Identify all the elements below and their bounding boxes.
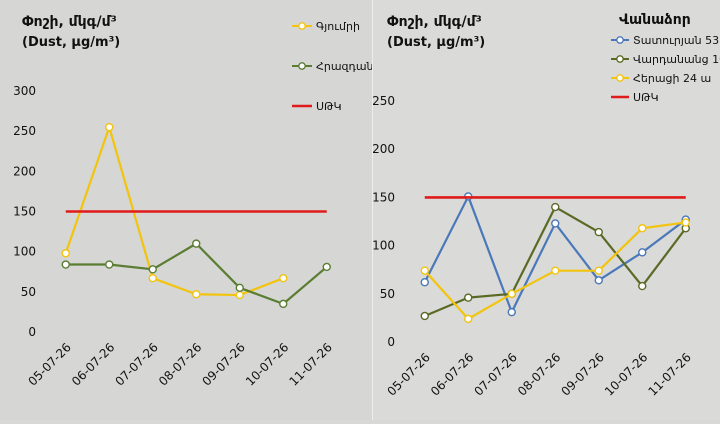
x-tick-label: 11-07-26: [645, 350, 693, 398]
x-tick-label: 07-07-26: [112, 340, 160, 388]
y-tick-label: 150: [373, 190, 395, 204]
y-tick-label: 0: [387, 335, 395, 349]
chart-subtitle: (Dust, µg/m³): [387, 35, 485, 50]
y-tick-label: 300: [13, 84, 36, 98]
data-point: [148, 265, 157, 274]
x-tick-label: 09-07-26: [199, 340, 247, 388]
data-point: [594, 227, 603, 237]
data-point: [192, 290, 201, 299]
legend-label: ՍԹԿ: [633, 91, 659, 104]
data-point: [148, 273, 157, 283]
data-point: [235, 283, 244, 293]
y-tick-label: 50: [380, 287, 395, 301]
legend-label: ՍԹԿ: [316, 100, 342, 113]
vanadzor-chart: Փոշի, մկգ/մ³ (Dust, µg/m³) Վանաձոր 0 50 10…: [372, 12, 720, 399]
data-point: [638, 224, 647, 233]
data-point: [464, 314, 473, 324]
legend-label: Տատուրյան 53: [633, 34, 719, 47]
x-tick-label: 07-07-26: [471, 350, 519, 398]
data-point: [551, 219, 560, 228]
y-tick-label: 200: [13, 164, 36, 178]
legend-title: Վանաձոր: [619, 12, 691, 28]
legend-marker: [616, 36, 624, 44]
series-line-0: [64, 126, 284, 297]
data-point: [279, 273, 288, 283]
x-tick-label: 11-07-26: [286, 340, 334, 388]
gyumri-hrazdan-chart-panel: Փոշի, մկգ/մ³ (Dust, µg/m³) 0 50 100 150 200 2…: [13, 14, 374, 389]
data-point: [61, 249, 70, 258]
data-point: [105, 260, 114, 269]
x-tick-label: 05-07-26: [25, 340, 73, 388]
legend-label: Վարդանանց 10: [633, 53, 720, 66]
y-tick-label: 100: [373, 239, 395, 253]
legend-marker: [298, 62, 306, 70]
legend-label: Գյումրի: [316, 20, 360, 33]
data-point: [594, 266, 603, 275]
y-tick-label: 250: [13, 124, 36, 138]
x-tick-label: 08-07-26: [515, 350, 563, 398]
legend-label: Հրազդան: [316, 60, 372, 73]
y-tick-label: 200: [373, 142, 395, 156]
data-point: [420, 266, 429, 275]
x-tick-label: 09-07-26: [558, 350, 606, 398]
x-tick-label: 05-07-26: [384, 350, 432, 398]
chart-title: Փոշի, մկգ/մ³: [387, 14, 482, 30]
series-line-0: [423, 195, 687, 314]
data-point: [61, 260, 70, 269]
x-tick-label: 06-07-26: [428, 350, 476, 398]
data-point: [594, 276, 603, 285]
data-point: [279, 299, 288, 309]
y-tick-label: 0: [28, 325, 36, 339]
legend-label: Հերացի 24 ա: [633, 72, 711, 85]
legend-marker: [616, 55, 624, 63]
x-tick-label: 10-07-26: [243, 340, 291, 388]
x-tick-label: 10-07-26: [602, 350, 650, 398]
vanadzor-chart-panel: Փոշի, մկգ/մ³ (Dust, µg/m³) Վանաձոր 0 50 10…: [372, 0, 720, 420]
y-tick-label: 100: [13, 245, 36, 259]
data-point: [507, 289, 516, 298]
data-point: [322, 262, 331, 272]
legend-marker: [616, 74, 624, 82]
data-point: [464, 293, 473, 302]
x-tick-label: 06-07-26: [69, 340, 117, 388]
y-tick-label: 50: [21, 285, 36, 299]
data-point: [551, 266, 560, 275]
data-point: [105, 122, 114, 132]
legend-marker: [298, 22, 306, 30]
x-tick-label: 08-07-26: [156, 340, 204, 388]
gyumri-hrazdan-chart: Փոշի, մկգ/մ³ (Dust, µg/m³) 0 50 100 150 200 2…: [13, 14, 373, 389]
y-tick-label: 150: [13, 205, 36, 219]
chart-title: Փոշի, մկգ/մ³: [22, 14, 117, 30]
data-point: [420, 278, 429, 287]
y-tick-label: 250: [373, 94, 395, 108]
data-point: [681, 218, 690, 227]
data-point: [551, 202, 560, 212]
data-point: [638, 248, 647, 257]
chart-subtitle: (Dust, µg/m³): [22, 35, 120, 50]
data-point: [192, 239, 201, 248]
data-point: [235, 290, 244, 300]
data-point: [507, 307, 516, 317]
data-point: [420, 311, 429, 321]
data-point: [638, 281, 647, 291]
